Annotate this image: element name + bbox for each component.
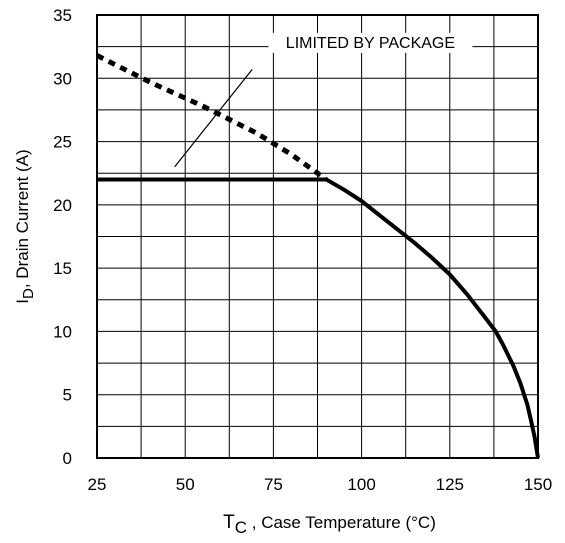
y-tick-label: 25 — [53, 133, 72, 152]
y-tick-label: 20 — [53, 196, 72, 215]
x-tick-label: 25 — [88, 475, 107, 494]
plot-frame — [96, 14, 539, 459]
series-package-limit-line — [95, 53, 328, 182]
y-tick-label: 15 — [53, 259, 72, 278]
y-tick-label: 30 — [53, 69, 72, 88]
series-layer — [95, 53, 540, 459]
annotation-leader-line — [174, 69, 253, 168]
y-tick-label: 0 — [63, 449, 72, 468]
grid — [97, 15, 538, 458]
x-tick-label: 75 — [264, 475, 283, 494]
x-axis-subscript: C — [235, 518, 247, 537]
x-axis-symbol: T — [223, 512, 235, 533]
y-tick-label: 10 — [53, 322, 72, 341]
annotation-limited-by-package: LIMITED BY PACKAGE — [286, 35, 455, 52]
x-axis-label: TC , Case Temperature (°C) — [223, 512, 436, 537]
x-tick-label: 100 — [347, 475, 375, 494]
y-axis-label: ID, Drain Current (A) — [13, 149, 37, 303]
series-drain-current-line — [97, 177, 540, 459]
y-axis-symbol: I — [13, 299, 32, 304]
x-tick-label: 50 — [176, 475, 195, 494]
annotation-layer: LIMITED BY PACKAGE — [174, 32, 473, 168]
y-tick-label: 35 — [53, 6, 72, 25]
y-axis-title-text: , Drain Current (A) — [13, 149, 32, 288]
tick-labels: 25 50 75 100 125 150 0 5 10 15 20 25 30 35 — [53, 6, 552, 494]
x-tick-label: 125 — [436, 475, 464, 494]
x-axis-title-text: , Case Temperature (°C) — [247, 513, 436, 532]
y-tick-label: 5 — [63, 386, 72, 405]
x-tick-label: 150 — [524, 475, 552, 494]
annotation-background — [268, 32, 473, 53]
y-axis-subscript: D — [20, 288, 37, 299]
